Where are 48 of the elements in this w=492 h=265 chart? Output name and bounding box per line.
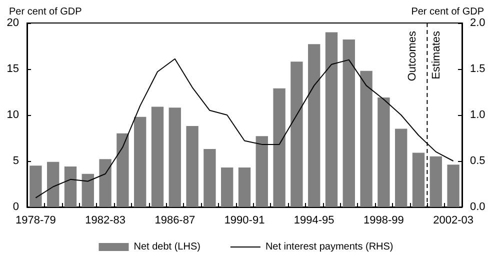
x-tick-label: 1982-83	[85, 214, 126, 226]
y-tick-label: 20	[6, 17, 19, 29]
bar	[221, 167, 234, 207]
bar	[412, 152, 425, 207]
bar	[342, 40, 355, 207]
bar	[238, 167, 251, 207]
bar	[186, 126, 198, 207]
y2-tick-label: 0.5	[470, 155, 486, 167]
x-tick-label: 1994-95	[294, 214, 334, 226]
y-tick-label: 0	[12, 201, 19, 213]
y2-tick-label: 2.0	[470, 17, 486, 29]
bar	[430, 156, 442, 207]
bar	[325, 32, 338, 207]
x-tick-label: 1978-79	[16, 214, 56, 226]
bar	[256, 136, 268, 207]
bar	[168, 108, 181, 207]
legend-label: Net debt (LHS)	[134, 242, 200, 252]
legend-label: Net interest payments (RHS)	[265, 242, 394, 252]
bar	[116, 133, 129, 207]
y-axis-title: Per cent of GDP	[9, 6, 82, 18]
bar	[134, 116, 146, 207]
y-tick-label: 15	[6, 63, 19, 75]
bar	[82, 174, 94, 207]
bar	[360, 70, 372, 207]
y2-tick-label: 1.0	[470, 109, 486, 121]
y-tick-label: 5	[12, 155, 19, 167]
bar	[204, 149, 216, 207]
bar	[308, 44, 320, 207]
y2-tick-label: 0.0	[470, 201, 486, 213]
bar	[273, 88, 286, 207]
bar	[290, 62, 303, 207]
bar	[151, 106, 164, 207]
y2-axis-title: Per cent of GDP	[411, 6, 484, 18]
bar	[30, 166, 42, 207]
x-tick-label: 2002-03	[433, 214, 474, 226]
bar	[378, 98, 390, 207]
y2-tick-label: 1.5	[470, 63, 486, 75]
bar	[99, 159, 112, 207]
bar	[47, 162, 60, 207]
bar	[395, 128, 408, 207]
x-tick-label: 1986-87	[154, 214, 196, 226]
bar	[64, 166, 77, 207]
annotation: Outcomes	[406, 30, 419, 82]
x-tick-label: 1998-99	[364, 214, 404, 226]
y-tick-label: 10	[6, 109, 19, 121]
bar	[447, 164, 460, 207]
annotation: Estimates	[430, 30, 443, 80]
x-tick-label: 1990-91	[224, 214, 265, 226]
